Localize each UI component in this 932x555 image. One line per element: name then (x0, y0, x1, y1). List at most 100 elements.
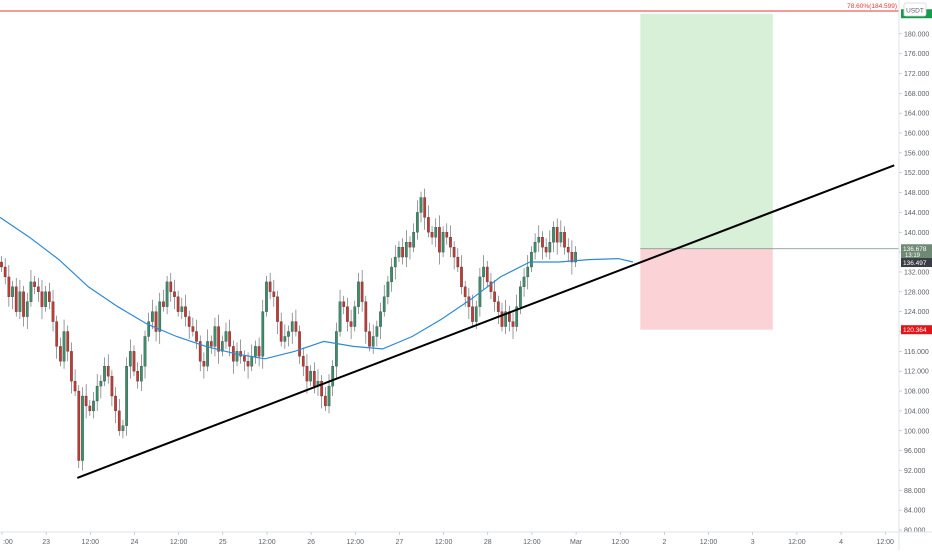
candle[interactable] (84, 395, 88, 407)
candle[interactable] (121, 425, 125, 431)
candle[interactable] (206, 341, 209, 367)
candle[interactable] (33, 281, 36, 287)
candle[interactable] (555, 227, 559, 243)
candle[interactable] (401, 247, 404, 258)
candle[interactable] (574, 251, 577, 263)
candle[interactable] (533, 242, 537, 253)
candle[interactable] (99, 380, 103, 387)
candle[interactable] (559, 232, 563, 243)
candle[interactable] (25, 301, 29, 317)
trendline[interactable] (76, 164, 895, 479)
candle[interactable] (415, 212, 419, 233)
candle[interactable] (265, 281, 268, 312)
candle[interactable] (349, 321, 353, 327)
candle[interactable] (452, 247, 456, 258)
candle[interactable] (375, 326, 379, 337)
candle[interactable] (530, 251, 533, 268)
candle[interactable] (77, 390, 81, 461)
candle[interactable] (254, 346, 257, 357)
candle[interactable] (114, 395, 117, 412)
candle[interactable] (198, 341, 202, 362)
candle[interactable] (526, 266, 530, 278)
candle[interactable] (0, 261, 3, 268)
candle[interactable] (493, 291, 496, 302)
candle[interactable] (441, 232, 445, 253)
candle[interactable] (143, 336, 147, 367)
candle[interactable] (128, 351, 132, 367)
candle[interactable] (3, 266, 7, 278)
candle[interactable] (511, 321, 515, 327)
candle[interactable] (368, 331, 371, 347)
candle[interactable] (191, 326, 195, 332)
candle[interactable] (117, 410, 121, 431)
candle[interactable] (44, 291, 48, 307)
candle[interactable] (471, 306, 474, 322)
candle[interactable] (47, 291, 51, 302)
candle[interactable] (213, 326, 217, 347)
candle[interactable] (390, 266, 393, 283)
candle[interactable] (184, 306, 187, 317)
candle[interactable] (456, 256, 460, 268)
candle[interactable] (29, 281, 33, 302)
candle[interactable] (202, 361, 206, 367)
candle[interactable] (515, 306, 519, 327)
candle[interactable] (154, 311, 158, 332)
candle[interactable] (257, 346, 261, 357)
candle[interactable] (92, 400, 95, 412)
candle[interactable] (217, 326, 220, 352)
candle[interactable] (320, 380, 324, 397)
candle[interactable] (40, 291, 44, 307)
candle[interactable] (62, 331, 66, 362)
candle[interactable] (449, 237, 452, 248)
candle[interactable] (220, 341, 224, 352)
candle[interactable] (445, 232, 449, 238)
candle[interactable] (305, 366, 309, 382)
candle[interactable] (357, 281, 360, 307)
candle[interactable] (566, 247, 570, 253)
candle[interactable] (338, 301, 342, 332)
candle[interactable] (412, 232, 416, 248)
candle[interactable] (66, 331, 70, 352)
candle[interactable] (496, 301, 500, 312)
candle[interactable] (386, 281, 390, 297)
candle[interactable] (55, 321, 59, 347)
candle[interactable] (360, 281, 364, 302)
candle[interactable] (103, 366, 106, 382)
candle[interactable] (224, 331, 228, 342)
candle[interactable] (335, 331, 338, 367)
candle[interactable] (312, 371, 316, 387)
candle[interactable] (522, 276, 526, 287)
candle[interactable] (110, 376, 114, 397)
candle[interactable] (22, 291, 25, 317)
ema-line[interactable] (0, 216, 634, 360)
candle[interactable] (276, 296, 279, 322)
candle[interactable] (519, 286, 522, 307)
candle[interactable] (364, 301, 368, 332)
candle[interactable] (434, 227, 438, 238)
candle[interactable] (323, 395, 327, 407)
candle[interactable] (404, 242, 408, 258)
candle[interactable] (180, 306, 184, 312)
candle[interactable] (371, 336, 375, 347)
time-scale[interactable]: :00 23 12:00 24 12:00 25 12:00 26 12:00 27 12:00 28… (1, 532, 894, 546)
candle[interactable] (7, 276, 11, 297)
candle[interactable] (176, 296, 180, 312)
candle[interactable] (106, 366, 110, 377)
candle[interactable] (243, 356, 246, 362)
candle[interactable] (430, 232, 434, 238)
candle[interactable] (81, 395, 84, 461)
candle[interactable] (173, 291, 176, 297)
candle[interactable] (290, 321, 294, 332)
candle[interactable] (209, 341, 213, 347)
candle[interactable] (393, 256, 397, 268)
candle[interactable] (95, 385, 99, 402)
candle[interactable] (250, 356, 254, 367)
candle[interactable] (187, 316, 191, 327)
candle[interactable] (382, 296, 386, 312)
candle[interactable] (298, 331, 301, 357)
candle[interactable] (309, 371, 312, 382)
candle[interactable] (125, 366, 128, 426)
candle[interactable] (423, 197, 427, 218)
candle[interactable] (294, 321, 298, 332)
candle[interactable] (139, 366, 143, 382)
